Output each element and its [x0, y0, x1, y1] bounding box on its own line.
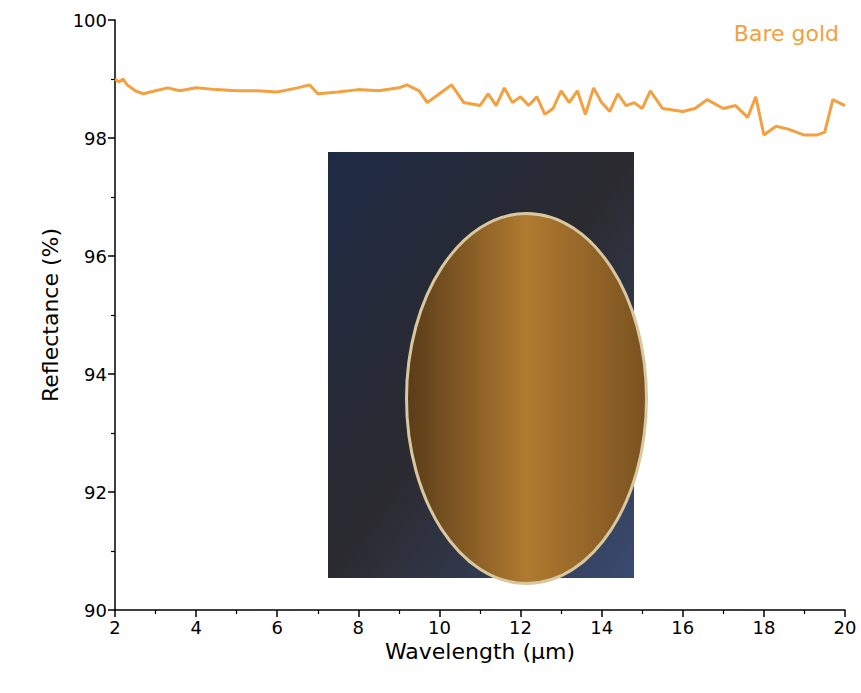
svg-text:16: 16: [671, 617, 694, 638]
svg-text:92: 92: [84, 482, 107, 503]
svg-text:98: 98: [84, 128, 107, 149]
svg-text:18: 18: [752, 617, 775, 638]
svg-text:94: 94: [84, 364, 107, 385]
svg-text:Bare gold: Bare gold: [734, 21, 839, 46]
svg-text:Reflectance (%): Reflectance (%): [38, 228, 63, 402]
svg-text:10: 10: [428, 617, 451, 638]
svg-text:100: 100: [73, 10, 107, 31]
svg-text:96: 96: [84, 246, 107, 267]
svg-text:Wavelength (µm): Wavelength (µm): [385, 639, 575, 664]
svg-text:4: 4: [190, 617, 201, 638]
svg-text:12: 12: [509, 617, 532, 638]
svg-text:20: 20: [834, 617, 857, 638]
svg-text:90: 90: [84, 600, 107, 621]
svg-text:2: 2: [109, 617, 120, 638]
svg-text:8: 8: [353, 617, 364, 638]
svg-text:6: 6: [271, 617, 282, 638]
svg-text:14: 14: [590, 617, 613, 638]
